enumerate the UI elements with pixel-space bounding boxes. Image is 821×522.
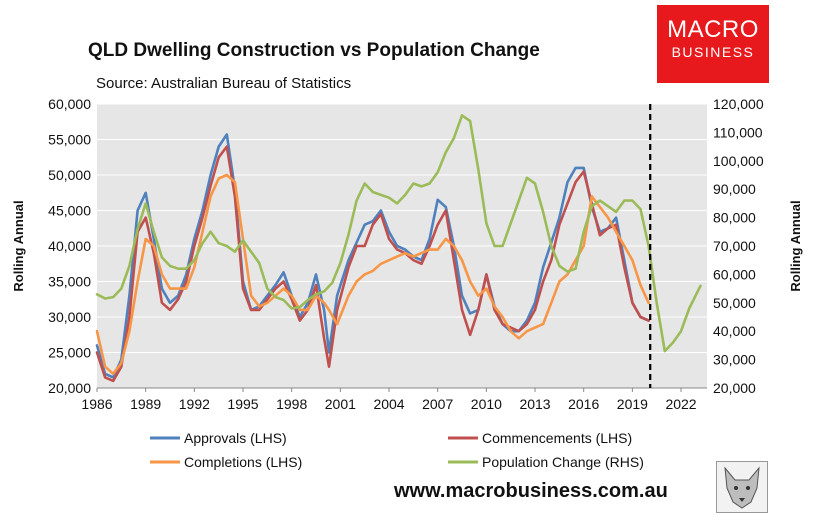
brand-line-1: MACRO bbox=[667, 16, 759, 43]
y-axis-label-right: Rolling Annual bbox=[788, 200, 803, 291]
wolf-logo-icon bbox=[716, 461, 768, 513]
x-tick-label: 1992 bbox=[179, 396, 210, 412]
y-tick-label-left: 45,000 bbox=[48, 203, 91, 219]
legend-label: Commencements (LHS) bbox=[482, 430, 632, 446]
y-tick-label-right: 30,000 bbox=[713, 352, 756, 368]
y-tick-label-left: 55,000 bbox=[48, 132, 91, 148]
y-axis-label-left: Rolling Annual bbox=[11, 200, 26, 291]
macrobusiness-logo: MACRO BUSINESS bbox=[657, 5, 769, 83]
x-tick-label: 2001 bbox=[325, 396, 356, 412]
x-tick-label: 2016 bbox=[568, 396, 599, 412]
y-tick-label-right: 40,000 bbox=[713, 323, 756, 339]
brand-line-2: BUSINESS bbox=[671, 44, 755, 60]
y-tick-label-right: 80,000 bbox=[713, 210, 756, 226]
y-tick-label-right: 100,000 bbox=[713, 153, 764, 169]
website-url: www.macrobusiness.com.au bbox=[394, 480, 668, 502]
x-tick-label: 1986 bbox=[81, 396, 112, 412]
x-tick-label: 2019 bbox=[617, 396, 648, 412]
y-tick-label-right: 120,000 bbox=[713, 96, 764, 112]
legend-label: Completions (LHS) bbox=[184, 454, 302, 470]
y-tick-label-right: 90,000 bbox=[713, 181, 756, 197]
x-tick-label: 2010 bbox=[471, 396, 502, 412]
y-tick-label-right: 110,000 bbox=[713, 124, 763, 140]
chart-subtitle: Source: Australian Bureau of Statistics bbox=[96, 75, 351, 92]
y-tick-label-left: 20,000 bbox=[48, 380, 91, 396]
y-tick-label-right: 20,000 bbox=[713, 380, 756, 396]
x-tick-label: 2004 bbox=[373, 396, 404, 412]
y-tick-label-right: 70,000 bbox=[713, 238, 756, 254]
series-line-approvals-lhs bbox=[95, 133, 650, 379]
y-tick-label-right: 50,000 bbox=[713, 295, 756, 311]
series-line-completions-lhs bbox=[95, 173, 650, 376]
y-tick-label-left: 60,000 bbox=[48, 96, 91, 112]
y-tick-label-left: 30,000 bbox=[48, 309, 91, 325]
x-tick-label: 1989 bbox=[130, 396, 161, 412]
legend-label: Approvals (LHS) bbox=[184, 430, 287, 446]
x-tick-label: 1995 bbox=[227, 396, 258, 412]
y-tick-label-left: 25,000 bbox=[48, 345, 91, 361]
y-tick-label-left: 40,000 bbox=[48, 238, 91, 254]
x-tick-label: 1998 bbox=[276, 396, 307, 412]
series-line-population-change-rhs bbox=[95, 114, 702, 353]
y-tick-label-left: 50,000 bbox=[48, 167, 91, 183]
series-line-commencements-lhs bbox=[95, 145, 650, 383]
x-tick-label: 2022 bbox=[665, 396, 696, 412]
x-tick-label: 2007 bbox=[422, 396, 453, 412]
y-tick-label-left: 35,000 bbox=[48, 274, 91, 290]
y-tick-label-right: 60,000 bbox=[713, 266, 756, 282]
legend-label: Population Change (RHS) bbox=[482, 454, 644, 470]
chart-title: QLD Dwelling Construction vs Population … bbox=[88, 40, 540, 61]
x-tick-label: 2013 bbox=[519, 396, 550, 412]
